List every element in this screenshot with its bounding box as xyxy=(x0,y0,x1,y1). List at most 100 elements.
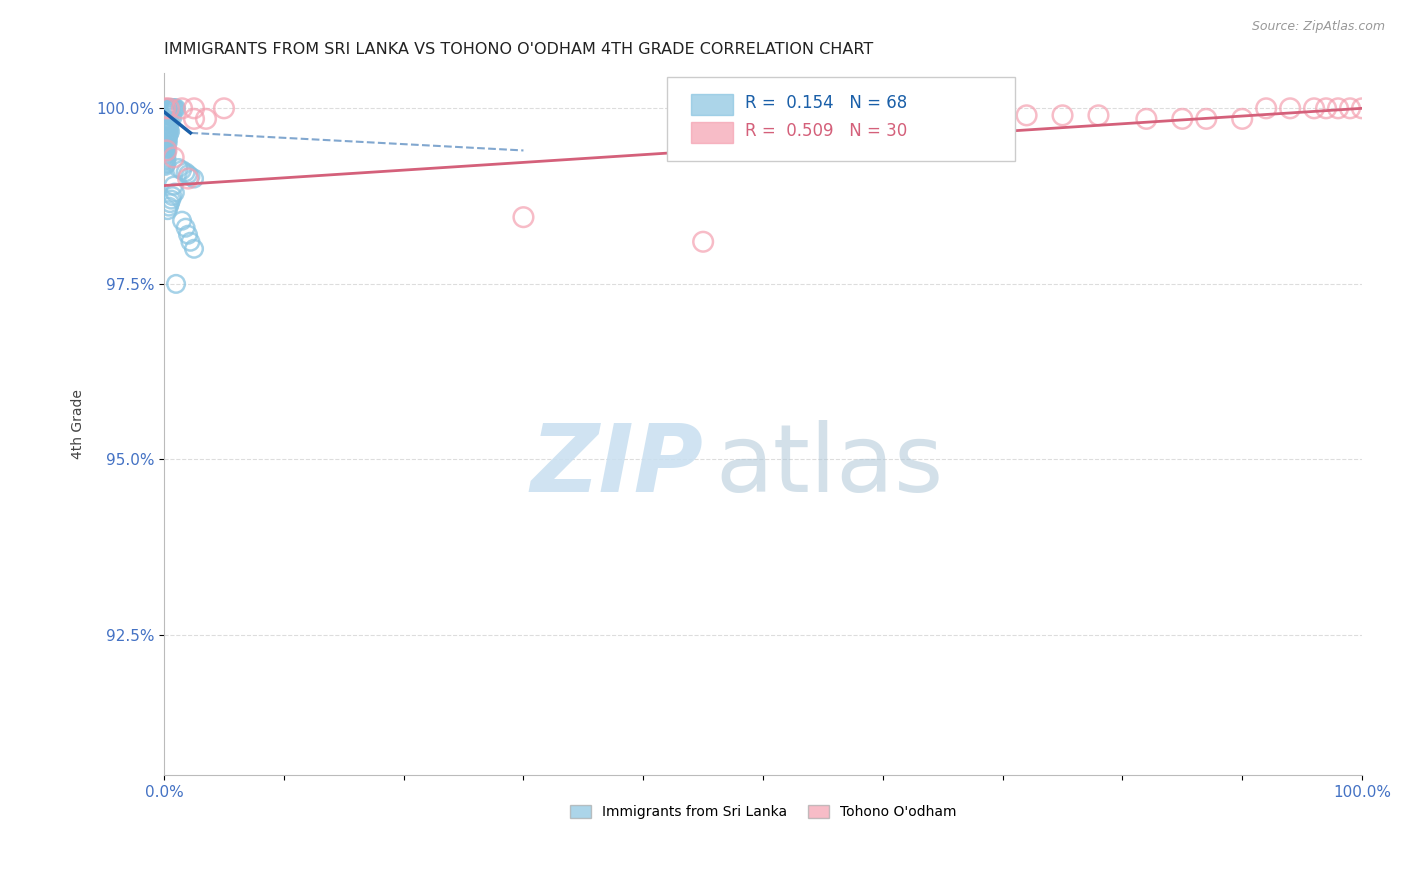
FancyBboxPatch shape xyxy=(692,95,733,115)
Text: Source: ZipAtlas.com: Source: ZipAtlas.com xyxy=(1251,20,1385,33)
Point xyxy=(156,126,179,140)
Legend: Immigrants from Sri Lanka, Tohono O'odham: Immigrants from Sri Lanka, Tohono O'odha… xyxy=(564,799,962,825)
Point xyxy=(165,101,187,115)
Point xyxy=(1171,112,1194,126)
Point xyxy=(155,147,177,161)
Point xyxy=(157,101,180,115)
Point xyxy=(163,186,186,200)
Point xyxy=(162,101,184,115)
Point xyxy=(159,124,181,138)
Point xyxy=(157,120,180,135)
Point xyxy=(155,159,177,173)
Point xyxy=(162,111,184,125)
Point xyxy=(157,114,180,128)
Point xyxy=(155,112,177,126)
Point xyxy=(177,171,200,186)
Point xyxy=(1195,112,1218,126)
Point xyxy=(155,154,177,169)
Point xyxy=(159,108,181,122)
Point xyxy=(1256,101,1278,115)
Point xyxy=(1232,112,1254,126)
Point xyxy=(967,108,990,122)
Point xyxy=(1279,101,1302,115)
Point xyxy=(157,200,180,214)
Point xyxy=(195,112,218,126)
Point xyxy=(183,171,205,186)
Point xyxy=(155,151,177,165)
Point xyxy=(155,144,177,158)
Point xyxy=(1315,101,1337,115)
Point xyxy=(167,161,190,175)
FancyBboxPatch shape xyxy=(692,122,733,144)
Text: R =  0.154   N = 68: R = 0.154 N = 68 xyxy=(745,95,907,112)
Point xyxy=(155,118,177,132)
Point xyxy=(156,121,179,136)
Point xyxy=(170,101,193,115)
Point xyxy=(179,235,201,249)
Point xyxy=(155,138,177,153)
Point xyxy=(991,108,1014,122)
Point xyxy=(160,109,183,123)
Point xyxy=(155,144,177,158)
Point xyxy=(183,112,205,126)
Point xyxy=(159,116,181,130)
Text: R =  0.509   N = 30: R = 0.509 N = 30 xyxy=(745,122,907,141)
Point xyxy=(165,277,187,291)
Point xyxy=(183,101,205,115)
Point xyxy=(1303,101,1326,115)
Point xyxy=(159,196,181,211)
Point xyxy=(174,220,197,235)
Point xyxy=(157,101,180,115)
Point xyxy=(157,128,180,142)
Point xyxy=(692,235,714,249)
Point xyxy=(1135,112,1157,126)
Point xyxy=(155,157,177,171)
Point xyxy=(155,137,177,152)
Point xyxy=(156,104,179,119)
Point xyxy=(156,119,179,133)
Point xyxy=(512,210,534,224)
Point xyxy=(170,163,193,178)
Point xyxy=(1327,101,1350,115)
Point xyxy=(157,106,180,120)
Point xyxy=(155,145,177,160)
Point xyxy=(155,101,177,115)
Point xyxy=(155,156,177,170)
FancyBboxPatch shape xyxy=(668,77,1015,161)
Point xyxy=(174,165,197,179)
Point xyxy=(179,169,201,184)
Point xyxy=(155,153,177,168)
Text: ZIP: ZIP xyxy=(530,420,703,513)
Point xyxy=(932,108,955,122)
Point xyxy=(163,101,186,115)
Point xyxy=(1015,108,1038,122)
Point xyxy=(155,101,177,115)
Y-axis label: 4th Grade: 4th Grade xyxy=(72,390,86,459)
Point xyxy=(155,131,177,145)
Point xyxy=(155,128,177,143)
Point xyxy=(155,140,177,154)
Point xyxy=(872,108,894,122)
Point xyxy=(155,148,177,162)
Point xyxy=(1087,108,1109,122)
Point xyxy=(155,143,177,157)
Point xyxy=(163,178,186,193)
Point xyxy=(157,123,180,137)
Point xyxy=(156,133,179,147)
Point xyxy=(1351,101,1374,115)
Point xyxy=(156,203,179,218)
Point xyxy=(163,101,186,115)
Point xyxy=(177,167,200,181)
Point xyxy=(160,101,183,115)
Point xyxy=(159,101,181,115)
Point xyxy=(155,141,177,155)
Point xyxy=(156,136,179,150)
Point xyxy=(160,193,183,207)
Point xyxy=(155,101,177,115)
Point xyxy=(183,242,205,256)
Point xyxy=(155,152,177,166)
Point xyxy=(155,134,177,148)
Point xyxy=(170,213,193,227)
Point xyxy=(162,189,184,203)
Text: IMMIGRANTS FROM SRI LANKA VS TOHONO O'ODHAM 4TH GRADE CORRELATION CHART: IMMIGRANTS FROM SRI LANKA VS TOHONO O'OD… xyxy=(165,42,873,57)
